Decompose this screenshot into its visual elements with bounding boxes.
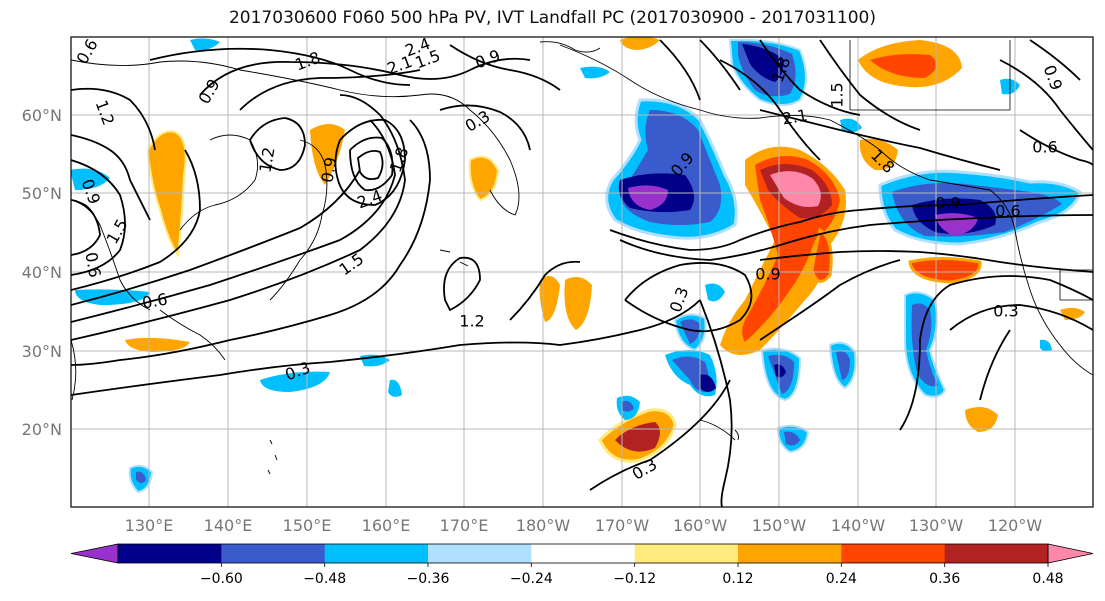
colorbar-segment (738, 544, 842, 563)
contour-label: 2.1 (781, 105, 809, 128)
colorbar-tick-label: 0.48 (1032, 571, 1063, 587)
lon-label-140e: 140°E (204, 516, 253, 535)
lon-label-120w: 120°W (988, 516, 1043, 535)
colorbar-tick-label: −0.24 (510, 571, 553, 587)
pv-contours (71, 39, 1093, 507)
colorbar-tick-label: −0.36 (407, 571, 450, 587)
lon-label-130w: 130°W (909, 516, 964, 535)
contour-label: 0.3 (993, 302, 1018, 321)
colorbar-extend-max (1047, 543, 1094, 564)
lat-label-50: 50°N (22, 184, 62, 203)
colorbar-segment (944, 544, 1049, 563)
colorbar-extend-min (70, 543, 119, 564)
colorbar-tick-labels: −0.60 −0.48 −0.36 −0.24 −0.12 0.12 0.24 0.36 0.4… (200, 563, 1064, 587)
colorbar-segment (634, 544, 739, 563)
colorbar-segment (841, 544, 946, 563)
lon-label-170w: 170°W (595, 516, 650, 535)
contour-label: 0.6 (141, 289, 169, 312)
contour-label: 1.2 (255, 146, 278, 174)
contour-label: 1.2 (459, 312, 484, 331)
lon-label-170e: 170°E (440, 516, 489, 535)
colorbar-tick-label: 0.36 (929, 571, 960, 587)
contour-label: 0.9 (935, 194, 960, 213)
contour-label: 0.9 (317, 156, 340, 184)
lon-label-160w: 160°W (673, 516, 728, 535)
lon-label-160e: 160°E (362, 516, 411, 535)
contour-label: 0.6 (995, 202, 1020, 221)
latitude-labels: 60°N 50°N 40°N 30°N 20°N (22, 106, 62, 439)
lon-label-140w: 140°W (831, 516, 886, 535)
longitude-labels: 130°E 140°E 150°E 160°E 170°E 180°W 170°… (125, 516, 1043, 535)
map-title: 2017030600 F060 500 hPa PV, IVT Landfall… (228, 8, 876, 28)
colorbar-tick-label: 0.24 (826, 571, 857, 587)
lat-label-30: 30°N (22, 342, 62, 361)
contour-label: 0.6 (81, 251, 104, 279)
lat-label-40: 40°N (22, 263, 62, 282)
colorbar-segment (221, 544, 326, 563)
colorbar-tick-label: −0.48 (303, 571, 346, 587)
coastlines (71, 40, 1093, 475)
lat-label-20: 20°N (22, 420, 62, 439)
colorbar-frame (117, 543, 1049, 564)
colorbar-tick-label: −0.60 (200, 571, 243, 587)
colorbar (70, 543, 1094, 564)
contour-label: 0.9 (755, 265, 780, 284)
colorbar-segment (428, 544, 532, 563)
lon-label-150w: 150°W (752, 516, 807, 535)
contour-label: 0.6 (1032, 138, 1057, 157)
plot-frame (70, 36, 1094, 508)
contour-label: 1.5 (828, 82, 847, 107)
colorbar-segment (118, 544, 222, 563)
lat-label-60: 60°N (22, 106, 62, 125)
lon-label-150e: 150°E (283, 516, 332, 535)
colorbar-segment (324, 544, 429, 563)
colorbar-segment (531, 544, 636, 563)
lon-label-130e: 130°E (125, 516, 174, 535)
colorbar-tick-label: −0.12 (613, 571, 656, 587)
lon-label-180w: 180°W (516, 516, 571, 535)
colorbar-tick-label: 0.12 (722, 571, 753, 587)
